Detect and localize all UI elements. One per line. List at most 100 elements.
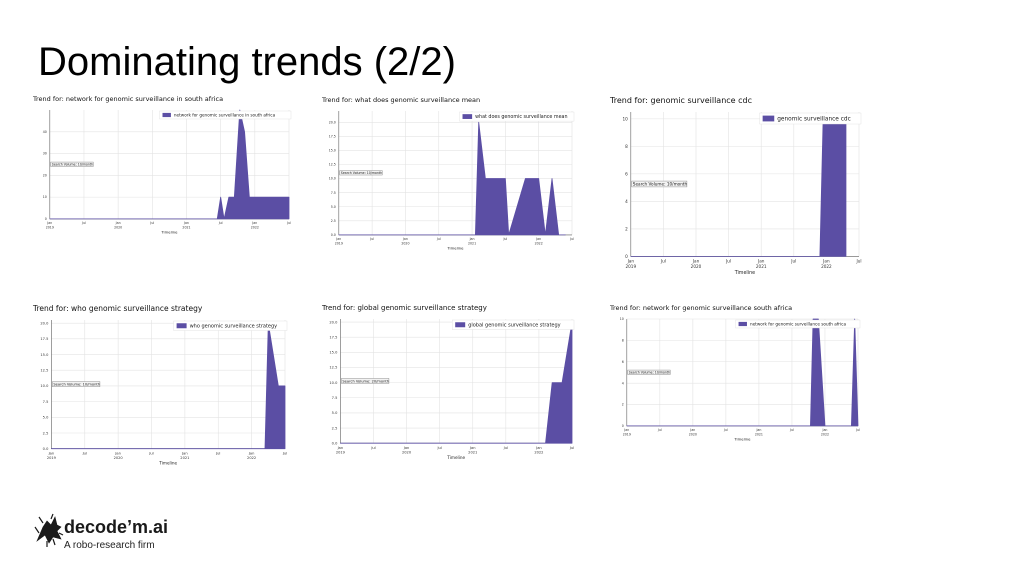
y-tick-label: 7.5 (332, 396, 338, 400)
x-tick-label: 2021 (182, 225, 190, 229)
x-tick-label: Jul (790, 259, 796, 264)
y-tick-label: 10.0 (329, 381, 338, 385)
x-axis-label: Timeline (446, 245, 464, 250)
y-tick-label: 12.5 (329, 366, 337, 370)
x-tick-label: Jul (81, 221, 86, 225)
x-tick-label: 2019 (336, 450, 346, 454)
x-tick-label: 2021 (755, 432, 763, 436)
y-tick-label: 10 (620, 317, 624, 321)
x-tick-label: 2022 (247, 455, 256, 459)
trend-chart: Trend for: network for genomic surveilla… (33, 95, 295, 240)
x-tick-label: Jan (335, 237, 341, 241)
chart-title: Trend for: network for genomic surveilla… (33, 95, 224, 103)
brand-name: decode’m.ai (64, 517, 169, 537)
y-tick-label: 0 (622, 424, 624, 428)
y-tick-label: 15.0 (40, 352, 49, 356)
x-tick-label: 2020 (689, 432, 697, 436)
y-tick-label: 2.5 (43, 431, 49, 435)
x-tick-label: Jan (689, 428, 695, 432)
annotation-box (52, 380, 101, 387)
legend-box (759, 112, 862, 125)
x-tick-label: Jan (181, 451, 188, 455)
y-tick-label: 17.5 (329, 335, 337, 339)
y-tick-label: 5.0 (332, 411, 338, 415)
x-tick-label: 2020 (114, 225, 122, 229)
x-tick-label: Jan (403, 446, 410, 450)
x-tick-label: Jul (725, 259, 731, 264)
trend-chart: Trend for: what does genomic surveillanc… (322, 96, 578, 256)
y-tick-label: 7.5 (331, 190, 336, 194)
trend-chart: Trend for: genomic surveillance cdc 0 2 4 6 8… (610, 96, 865, 281)
x-tick-label: 2019 (625, 264, 636, 269)
brand-tagline: A robo-research firm (64, 540, 155, 551)
series-area (630, 118, 847, 257)
x-tick-label: Jul (82, 451, 87, 455)
x-tick-label: 2020 (114, 455, 124, 459)
x-tick-label: Jan (251, 221, 257, 225)
x-tick-label: 2020 (401, 241, 409, 245)
legend-box (173, 320, 288, 331)
search-volume-annotation: Search Volume: 20/month (342, 379, 389, 383)
x-tick-label: Jan (469, 237, 475, 241)
legend-swatch (462, 113, 473, 119)
series-area (49, 109, 290, 219)
x-tick-label: 2022 (821, 432, 829, 436)
x-tick-label: 2022 (251, 225, 259, 229)
page-title: Dominating trends (2/2) (38, 40, 456, 84)
x-tick-label: Jan (755, 428, 761, 432)
x-tick-label: 2021 (468, 450, 477, 454)
chart-plot: 0.02.55.07.510.012.515.017.520.0Jan2019J… (329, 110, 575, 250)
y-tick-label: 20.0 (329, 120, 336, 124)
annotation-box (50, 161, 94, 167)
y-tick-label: 4 (622, 381, 624, 385)
x-tick-label: Jul (436, 446, 441, 450)
x-tick-label: Jan (469, 446, 476, 450)
x-tick-label: 2020 (402, 450, 412, 454)
x-tick-label: Jul (723, 428, 728, 432)
x-tick-label: Jan (114, 451, 121, 455)
x-tick-label: 2022 (535, 241, 543, 245)
x-tick-label: Jul (370, 446, 375, 450)
legend-box (451, 319, 575, 330)
y-tick-label: 17.5 (329, 134, 336, 138)
series-area (626, 318, 859, 426)
x-tick-label: 2021 (468, 241, 476, 245)
chart-title: Trend for: network for genomic surveilla… (610, 304, 793, 312)
chart-title: Trend for: who genomic surveillance stra… (33, 304, 203, 313)
x-tick-label: Jan (757, 259, 765, 264)
y-tick-label: 0 (45, 217, 47, 221)
x-tick-label: 2021 (756, 264, 767, 269)
y-tick-label: 0.0 (331, 233, 336, 237)
y-tick-label: 15.0 (329, 351, 338, 355)
series-area (51, 322, 286, 449)
x-tick-label: 2019 (46, 225, 54, 229)
search-volume-annotation: Search Volume: 10/month (629, 370, 670, 374)
trend-chart: Trend for: global genomic surveillance s… (322, 304, 578, 466)
x-tick-label: Jul (282, 451, 287, 455)
y-tick-label: 2.5 (331, 218, 336, 222)
legend-swatch (162, 112, 171, 117)
x-tick-label: Jul (215, 451, 220, 455)
annotation-box (341, 378, 390, 384)
x-axis-label: Timeline (160, 229, 178, 234)
y-tick-label: 12.5 (40, 368, 48, 372)
x-axis-label: Timeline (733, 436, 751, 441)
legend-swatch (455, 322, 466, 328)
y-tick-label: 6 (625, 171, 628, 176)
legend-swatch (176, 322, 187, 328)
x-tick-label: Jan (535, 446, 542, 450)
x-tick-label: Jan (402, 237, 408, 241)
x-tick-label: Jan (822, 428, 828, 432)
search-volume-annotation: Search Volume: 10/month (53, 382, 100, 386)
x-tick-label: Jan (627, 259, 635, 264)
annotation-box (631, 180, 688, 188)
y-tick-label: 20 (43, 173, 47, 177)
horse-logo-icon (34, 513, 64, 547)
y-tick-label: 0.0 (332, 441, 338, 445)
y-tick-label: 2 (625, 226, 628, 231)
x-axis-label: Timeline (734, 270, 755, 276)
x-tick-label: 2022 (534, 450, 543, 454)
legend-box (159, 110, 292, 119)
